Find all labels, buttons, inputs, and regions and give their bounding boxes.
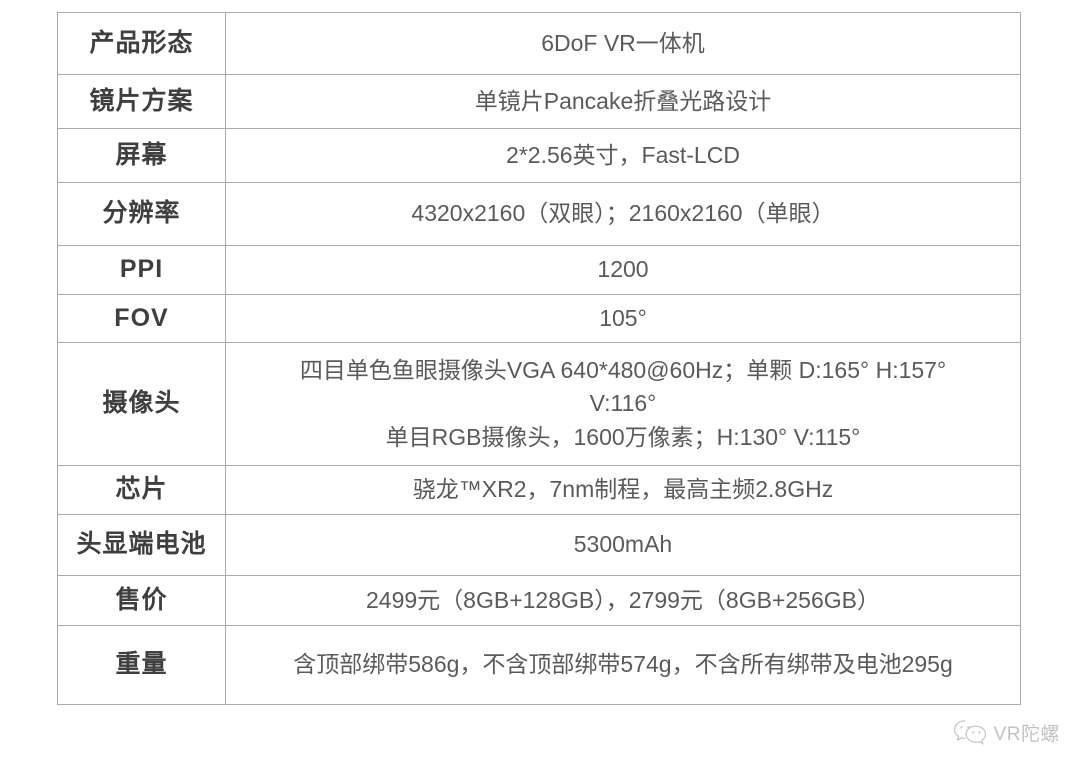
table-row: 屏幕 2*2.56英寸，Fast-LCD: [57, 128, 1021, 183]
value-line: 2499元（8GB+128GB），2799元（8GB+256GB）: [366, 586, 880, 613]
value-line: 含顶部绑带586g，不含顶部绑带574g，不含所有绑带及电池295g: [293, 651, 953, 678]
row-label: 屏幕: [57, 128, 226, 183]
row-label: 售价: [57, 575, 226, 626]
table-row: FOV 105°: [57, 294, 1021, 343]
watermark-text: VR陀螺: [993, 723, 1060, 745]
row-value: 1200: [225, 245, 1021, 295]
value-line: 2*2.56英寸，Fast-LCD: [506, 141, 740, 168]
table-row: 芯片 骁龙™XR2，7nm制程，最高主频2.8GHz: [57, 465, 1021, 515]
wechat-bubbles-icon: [953, 718, 987, 746]
row-value: 5300mAh: [225, 514, 1021, 576]
table-row: 分辨率 4320x2160（双眼）；2160x2160（单眼）: [57, 182, 1021, 246]
spec-table-body: 产品形态 6DoF VR一体机 镜片方案 单镜片Pancake折叠光路设计 屏幕…: [57, 12, 1021, 705]
value-line: 4320x2160（双眼）；2160x2160（单眼）: [411, 200, 835, 227]
row-value: 105°: [225, 294, 1021, 343]
row-value: 4320x2160（双眼）；2160x2160（单眼）: [225, 182, 1021, 246]
row-label: 头显端电池: [57, 514, 226, 576]
row-value: 四目单色鱼眼摄像头VGA 640*480@60Hz；单颗 D:165° H:15…: [225, 342, 1021, 466]
row-value: 含顶部绑带586g，不含顶部绑带574g，不含所有绑带及电池295g: [225, 625, 1021, 705]
value-line: 单目RGB摄像头，1600万像素；H:130° V:115°: [385, 423, 861, 450]
value-line: 单镜片Pancake折叠光路设计: [474, 87, 772, 114]
value-line: 5300mAh: [573, 531, 673, 558]
value-line: 四目单色鱼眼摄像头VGA 640*480@60Hz；单颗 D:165° H:15…: [299, 356, 947, 383]
row-value: 2499元（8GB+128GB），2799元（8GB+256GB）: [225, 575, 1021, 626]
spec-table: 产品形态 6DoF VR一体机 镜片方案 单镜片Pancake折叠光路设计 屏幕…: [57, 12, 1021, 705]
row-label: PPI: [57, 245, 226, 295]
value-line: 6DoF VR一体机: [541, 29, 705, 56]
watermark: VR陀螺: [953, 718, 1060, 746]
value-line: 骁龙™XR2，7nm制程，最高主频2.8GHz: [412, 476, 834, 503]
value-line: V:116°: [589, 390, 657, 417]
row-label: 分辨率: [57, 182, 226, 246]
table-row: 头显端电池 5300mAh: [57, 514, 1021, 576]
row-value: 2*2.56英寸，Fast-LCD: [225, 128, 1021, 183]
row-value: 骁龙™XR2，7nm制程，最高主频2.8GHz: [225, 465, 1021, 515]
value-line: 1200: [597, 256, 649, 283]
row-label: 重量: [57, 625, 226, 705]
row-label: 芯片: [57, 465, 226, 515]
table-row: 售价 2499元（8GB+128GB），2799元（8GB+256GB）: [57, 575, 1021, 626]
table-row: 镜片方案 单镜片Pancake折叠光路设计: [57, 74, 1021, 129]
row-value: 单镜片Pancake折叠光路设计: [225, 74, 1021, 129]
row-label: 镜片方案: [57, 74, 226, 129]
table-row: 重量 含顶部绑带586g，不含顶部绑带574g，不含所有绑带及电池295g: [57, 625, 1021, 705]
row-value: 6DoF VR一体机: [225, 12, 1021, 75]
value-line: 105°: [599, 304, 647, 331]
table-row: 产品形态 6DoF VR一体机: [57, 12, 1021, 75]
table-row: 摄像头 四目单色鱼眼摄像头VGA 640*480@60Hz；单颗 D:165° …: [57, 342, 1021, 466]
table-row: PPI 1200: [57, 245, 1021, 295]
row-label: 产品形态: [57, 12, 226, 75]
row-label: 摄像头: [57, 342, 226, 466]
row-label: FOV: [57, 294, 226, 343]
